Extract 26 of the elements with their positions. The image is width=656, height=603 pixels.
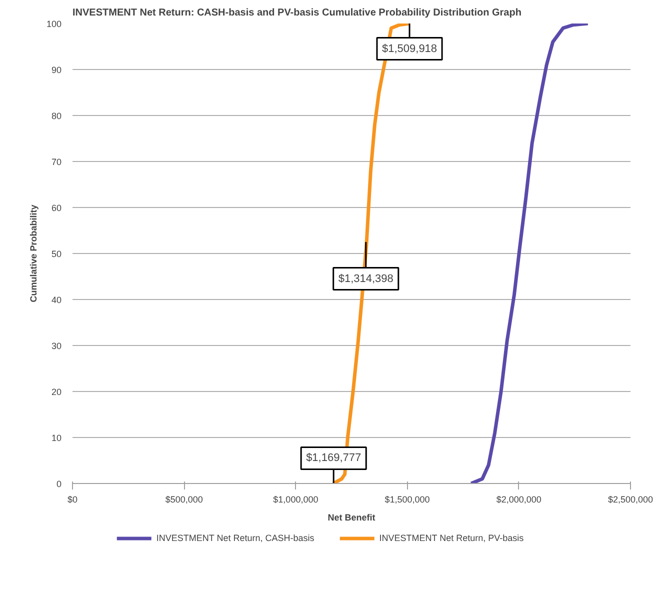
y-tick-label: 70 xyxy=(51,157,62,167)
y-tick-label: 80 xyxy=(51,111,62,121)
annotation: $1,169,777 xyxy=(306,452,362,464)
chart-title: INVESTMENT Net Return: CASH-basis and PV-basis Cumulative Probability Distribution Graph xyxy=(72,8,522,18)
x-axis-title: Net Benefit xyxy=(328,512,376,522)
y-tick-label: 30 xyxy=(51,341,62,351)
x-tick-label: $2,500,000 xyxy=(608,494,654,504)
x-tick-label: $2,000,000 xyxy=(496,494,542,504)
y-tick-label: 50 xyxy=(51,249,62,259)
annotation: $1,314,398 xyxy=(338,272,394,285)
y-tick-label: 60 xyxy=(51,203,62,213)
legend-label: INVESTMENT Net Return, CASH-basis xyxy=(156,533,314,543)
y-tick-label: 0 xyxy=(56,479,62,489)
legend-label: INVESTMENT Net Return, PV-basis xyxy=(379,533,524,543)
y-tick-label: 20 xyxy=(51,387,62,397)
x-tick-label: $500,000 xyxy=(165,494,203,504)
y-tick-label: 90 xyxy=(51,65,62,75)
y-tick-label: 100 xyxy=(46,19,62,29)
y-tick-label: 40 xyxy=(51,295,62,305)
x-tick-label: $1,500,000 xyxy=(384,494,430,504)
x-tick-label: $1,000,000 xyxy=(273,494,318,504)
line-series xyxy=(469,24,590,484)
y-tick-label: 10 xyxy=(51,433,62,443)
x-tick-label: $0 xyxy=(67,494,78,504)
annotation: $1,509,918 xyxy=(382,42,438,55)
y-axis-title: Cumulative Probability xyxy=(28,204,38,302)
